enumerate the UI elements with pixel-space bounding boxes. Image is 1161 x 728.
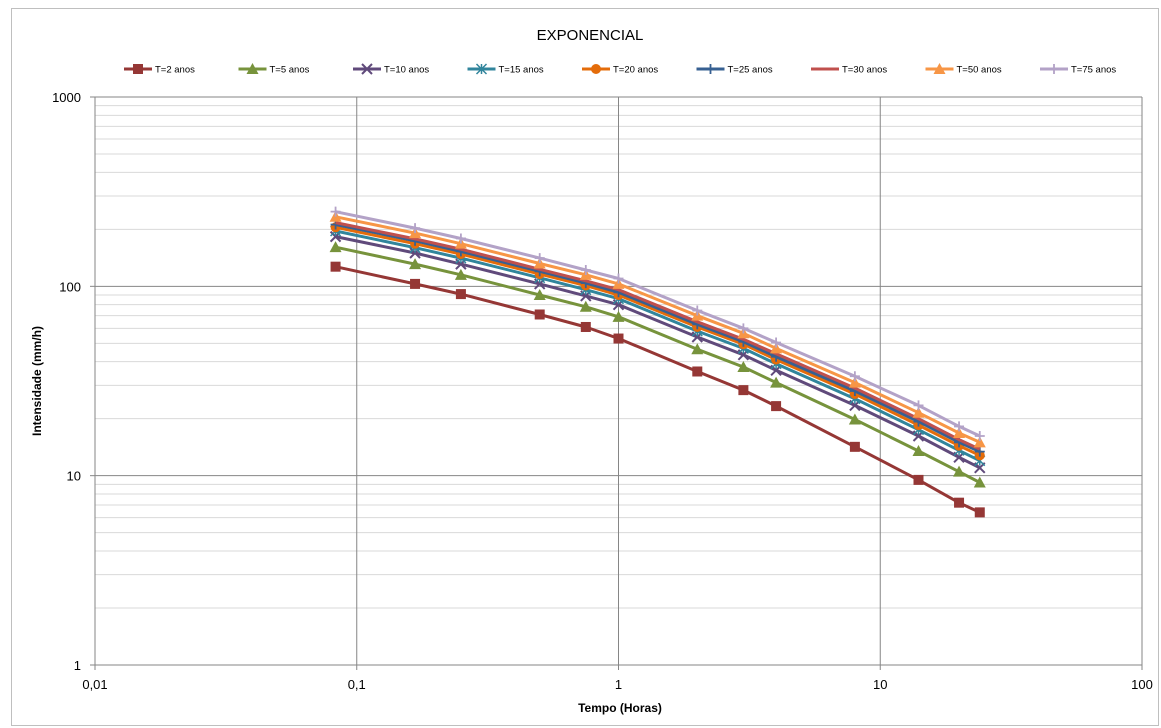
y-tick-label: 1000: [52, 90, 81, 105]
y-axis-title: Intensidade (mm/h): [30, 326, 44, 436]
data-point: [849, 441, 860, 452]
data-point: [913, 474, 924, 485]
data-point: [770, 342, 783, 354]
axes: 0,01 0,1 1 10 100 1 10 100 1000: [52, 90, 1153, 692]
legend-item: T=20 anos: [582, 64, 658, 76]
y-tick-label: 100: [59, 279, 81, 294]
data-point: [534, 309, 545, 320]
data-point: [848, 376, 861, 388]
data-point: [953, 465, 966, 477]
y-tick-label: 10: [67, 469, 81, 484]
series-7: [335, 221, 981, 451]
data-point: [692, 366, 703, 377]
data-point: [849, 371, 860, 382]
gridlines: [95, 96, 1143, 665]
data-point: [1049, 64, 1059, 74]
legend-label: T=30 anos: [842, 65, 887, 76]
x-tick-label: 0,01: [82, 677, 107, 692]
data-point: [737, 360, 750, 372]
x-tick-label: 10: [873, 677, 887, 692]
series-1: [330, 261, 985, 518]
data-point: [330, 206, 341, 217]
legend-item: T=10 anos: [353, 63, 429, 76]
data-point: [912, 406, 925, 418]
data-point: [974, 507, 985, 518]
data-point: [454, 268, 467, 280]
series-2: [329, 241, 986, 488]
data-point: [770, 376, 783, 388]
legend-item: T=75 anos: [1040, 64, 1116, 76]
data-point: [534, 253, 545, 264]
data-point: [953, 427, 966, 439]
data-point: [580, 321, 591, 332]
legend-item: T=50 anos: [925, 63, 1002, 76]
legend-label: T=20 anos: [613, 65, 658, 76]
data-point: [954, 497, 965, 508]
data-point: [410, 223, 421, 234]
x-tick-label: 0,1: [348, 677, 366, 692]
series-layer: [329, 206, 986, 518]
data-point: [533, 288, 546, 300]
data-point: [613, 273, 624, 284]
data-point: [329, 241, 342, 253]
legend-item: T=30 anos: [811, 65, 887, 76]
data-point: [613, 333, 624, 344]
legend-label: T=15 anos: [499, 65, 544, 76]
data-point: [848, 413, 861, 425]
data-point: [973, 436, 986, 448]
data-point: [133, 64, 143, 74]
legend-label: T=25 anos: [728, 65, 773, 76]
chart-title: EXPONENCIAL: [537, 27, 644, 44]
data-point: [410, 278, 421, 289]
data-point: [330, 261, 341, 272]
legend-item: T=25 anos: [696, 64, 773, 76]
legend-label: T=10 anos: [384, 65, 429, 76]
legend: T=2 anos T=5 anos T=10 anos T=15 anos T=20 a…: [124, 63, 1116, 76]
legend-item: T=5 anos: [238, 63, 310, 76]
data-point: [738, 323, 749, 334]
data-point: [692, 305, 703, 316]
legend-label: T=75 anos: [1071, 65, 1116, 76]
data-point: [705, 64, 716, 74]
legend-label: T=2 anos: [155, 65, 195, 76]
series-line: [335, 229, 981, 463]
data-point: [771, 337, 782, 348]
data-point: [455, 289, 466, 300]
data-point: [738, 385, 749, 396]
data-point: [612, 310, 625, 322]
data-point: [954, 421, 965, 432]
x-axis-title: Tempo (Horas): [578, 701, 662, 715]
series-4: [330, 225, 986, 467]
data-point: [455, 233, 466, 244]
x-tick-label: 100: [1131, 677, 1153, 692]
series-line: [335, 245, 981, 484]
data-point: [591, 64, 601, 74]
data-point: [691, 343, 704, 355]
data-point: [933, 63, 946, 74]
data-point: [475, 63, 488, 75]
y-tick-label: 1: [74, 658, 81, 673]
series-9: [330, 206, 985, 441]
legend-item: T=2 anos: [124, 64, 195, 76]
data-point: [580, 264, 591, 275]
data-point: [974, 430, 985, 441]
legend-label: T=5 anos: [270, 65, 310, 76]
series-line: [335, 221, 981, 451]
data-point: [973, 476, 986, 488]
data-point: [771, 401, 782, 412]
series-5: [330, 222, 985, 461]
x-tick-label: 1: [615, 677, 622, 692]
data-point: [579, 300, 592, 312]
data-point: [913, 400, 924, 411]
data-point: [409, 258, 422, 270]
legend-item: T=15 anos: [467, 63, 544, 76]
data-point: [361, 63, 373, 75]
data-point: [246, 63, 259, 74]
legend-label: T=50 anos: [957, 65, 1002, 76]
chart-area: [11, 8, 1159, 726]
data-point: [912, 444, 925, 456]
series-line: [335, 225, 981, 457]
